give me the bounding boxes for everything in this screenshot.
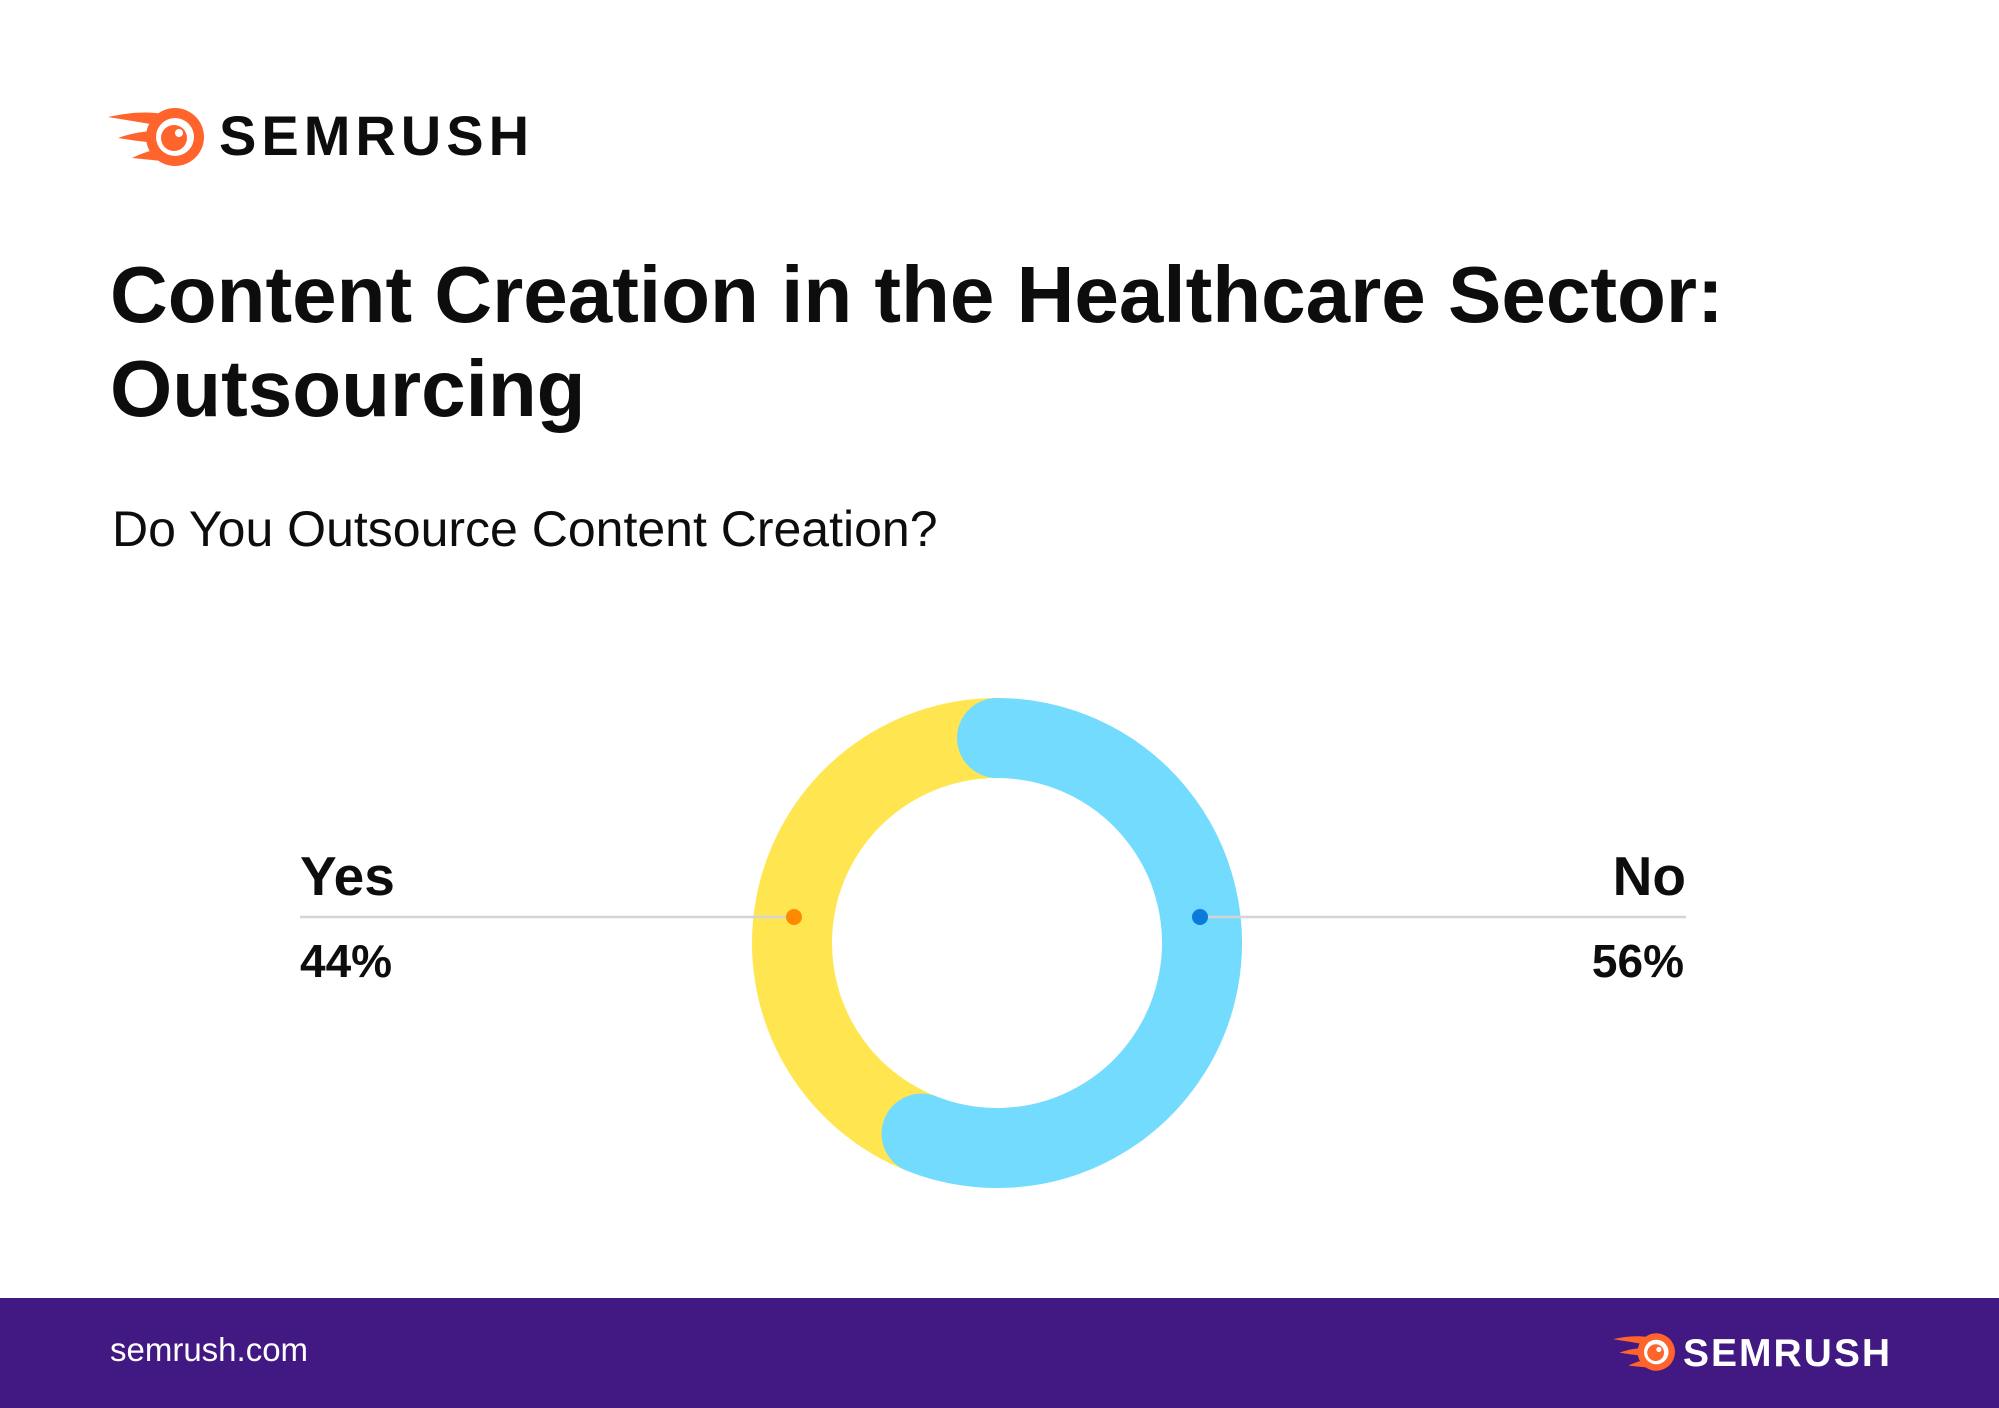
value-label-no: 56% <box>1592 935 1684 987</box>
logo-ball-highlight <box>1656 1346 1662 1352</box>
semrush-logo-icon <box>1613 1333 1675 1371</box>
marker-dot-yes <box>786 909 802 925</box>
logo-ball-core <box>1647 1344 1665 1362</box>
logo-wordmark: SEMRUSH <box>219 104 535 167</box>
marker-dot-no <box>1192 909 1208 925</box>
footer-logo-wordmark: SEMRUSH <box>1683 1332 1893 1375</box>
semrush-logo-icon <box>108 108 204 166</box>
page-title: Content Creation in the Healthcare Secto… <box>110 248 1724 436</box>
logo-flame-streak <box>1613 1336 1648 1345</box>
logo-flame-streak <box>108 112 162 126</box>
logo-ball-highlight <box>175 129 183 137</box>
footer-site-url: semrush.com <box>110 1331 309 1368</box>
slice-yes <box>752 698 998 1171</box>
donut-chart: Yes 44% No 56% <box>300 698 1686 1188</box>
value-label-yes: 44% <box>300 935 392 987</box>
label-yes: Yes <box>300 845 395 907</box>
footer-bar: semrush.com SEMRUSH <box>0 1298 1999 1408</box>
label-no: No <box>1613 845 1686 907</box>
slice-no <box>881 698 1242 1188</box>
logo-ball-core <box>161 125 187 151</box>
page-title-line-2: Outsourcing <box>110 344 586 433</box>
page-title-line-1: Content Creation in the Healthcare Secto… <box>110 250 1724 339</box>
chart-title: Do You Outsource Content Creation? <box>112 501 938 557</box>
